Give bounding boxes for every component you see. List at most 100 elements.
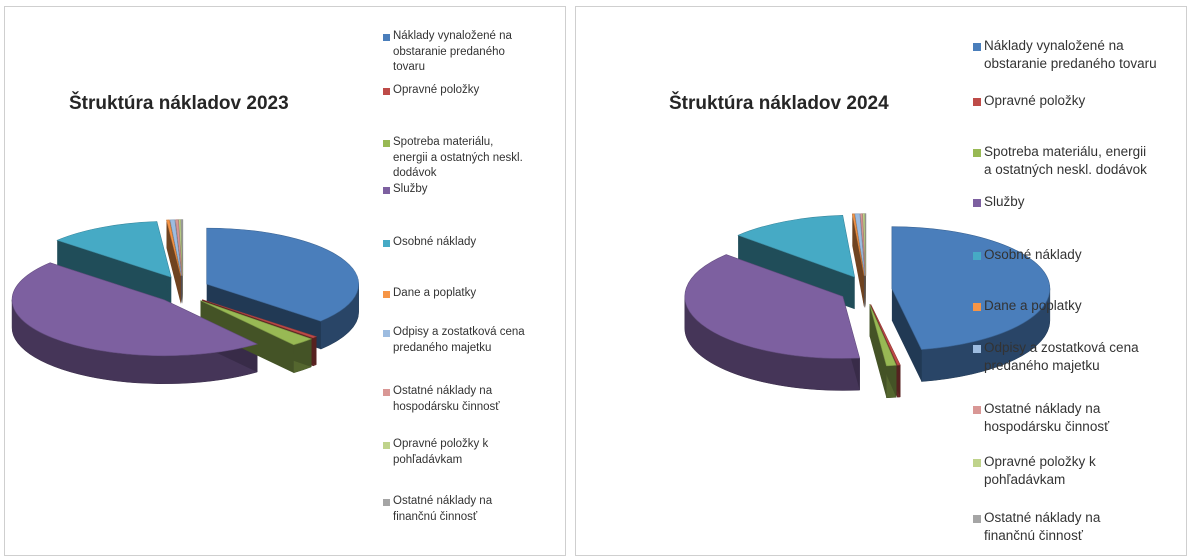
legend-label-line: Spotreba materiálu, energii — [984, 144, 1147, 159]
legend-swatch — [383, 442, 390, 449]
legend-label: Odpisy a zostatková cena predaného majetk… — [984, 339, 1139, 375]
legend-item: Ostatné náklady na finančnú činnosť — [383, 494, 492, 525]
pie-slice-side — [57, 240, 172, 306]
pie-chart-2023 — [11, 219, 359, 385]
legend-label-line: Osobné náklady — [393, 236, 477, 248]
pie-slice-7 — [175, 219, 183, 276]
legend-label: Opravné položky k pohľadávkam — [984, 453, 1096, 489]
chart-panel-2023: Štruktúra nákladov 2023 Náklady vynalože… — [4, 6, 566, 556]
legend-label: Dane a poplatky — [984, 297, 1082, 315]
legend-label-line: pohľadávkam — [393, 453, 463, 466]
legend-label: Ostatné náklady na finančnú činnosť — [393, 494, 492, 525]
legend-label-line: obstaranie predaného tovaru — [984, 56, 1157, 72]
legend-label-line: finančnú činnosť — [984, 528, 1083, 544]
legend-swatch — [383, 389, 390, 396]
legend-label-line: a ostatných neskl. dodávok — [984, 162, 1147, 178]
legend-item: Dane a poplatky — [973, 297, 1082, 315]
legend-swatch — [973, 252, 981, 260]
legend-label-line: Ostatné náklady na — [984, 401, 1101, 416]
legend-label-line: finančnú činnosť — [393, 510, 478, 523]
pie-slice-0 — [206, 227, 359, 322]
pie-slice-9 — [180, 219, 184, 276]
legend-label: Náklady vynaložené na obstaranie predanéh… — [393, 29, 512, 76]
legend-label-line: Náklady vynaložené na — [393, 30, 512, 42]
legend-swatch — [383, 330, 390, 337]
legend-item: Odpisy a zostatková cena predaného majetk… — [383, 325, 525, 356]
pie-slice-0 — [891, 226, 1051, 350]
legend-label-line: predaného majetku — [984, 358, 1100, 374]
pie-slice-1 — [870, 303, 901, 366]
legend-item: Odpisy a zostatková cena predaného majetk… — [973, 339, 1139, 375]
legend-swatch — [383, 291, 390, 298]
legend-label-line: Opravné položky — [984, 93, 1086, 108]
legend-item: Osobné náklady — [383, 235, 476, 251]
pie-tops — [684, 213, 1051, 367]
legend-swatch — [383, 240, 390, 247]
legend-swatch — [383, 499, 390, 506]
legend-label-line: tovaru — [393, 61, 425, 74]
legend-item: Opravné položky k pohľadávkam — [973, 453, 1096, 489]
legend-swatch — [973, 459, 981, 467]
legend-label: Ostatné náklady na hospodársku činnosť — [984, 400, 1109, 436]
legend-label-line: Osobné náklady — [984, 247, 1082, 262]
legend-label-line: Spotreba materiálu, — [393, 136, 494, 148]
pie-slice-side — [891, 288, 922, 382]
legend-swatch — [973, 406, 981, 414]
legend-swatch — [973, 149, 981, 157]
pie-tops — [11, 219, 359, 357]
legend-label-line: Dane a poplatky — [984, 298, 1082, 313]
legend-label: Služby — [393, 182, 428, 198]
pie-slice-6 — [169, 219, 182, 276]
legend-item: Opravné položky — [973, 92, 1085, 110]
legend-item: Ostatné náklady na finančnú činnosť — [973, 509, 1100, 545]
chart-title: Štruktúra nákladov 2023 — [69, 93, 289, 114]
legend-label: Opravné položky — [393, 83, 479, 99]
legend-item: Služby — [973, 193, 1025, 211]
pie-slice-6 — [854, 213, 866, 276]
pie-slice-2 — [869, 304, 897, 367]
legend-item: Opravné položky k pohľadávkam — [383, 437, 488, 468]
pie-slice-1 — [202, 299, 318, 339]
legend-label-line: hospodársku činnosť — [393, 400, 500, 413]
pie-slice-2 — [200, 300, 313, 346]
chart-title: Štruktúra nákladov 2024 — [669, 93, 889, 114]
pie-slice-8 — [178, 219, 183, 276]
legend-item: Ostatné náklady na hospodársku činnosť — [383, 384, 500, 415]
pie-slice-side — [869, 304, 887, 398]
legend-swatch — [973, 303, 981, 311]
pie-slice-8 — [862, 213, 866, 276]
legend-label: Ostatné náklady na finančnú činnosť — [984, 509, 1100, 545]
legend-label-line: Ostatné náklady na — [984, 510, 1101, 525]
pie-slice-5 — [166, 219, 182, 276]
legend-label: Osobné náklady — [393, 235, 476, 251]
legend-label-line: Ostatné náklady na — [393, 385, 493, 397]
pie-slice-4 — [737, 215, 856, 278]
pie-slice-side — [200, 300, 294, 373]
legend-swatch — [383, 88, 390, 95]
legend-label: Spotreba materiálu, energii a ostatných n… — [984, 143, 1147, 179]
legend-label-line: Odpisy a zostatková cena — [984, 340, 1139, 355]
legend-label: Odpisy a zostatková cena predaného majetk… — [393, 325, 525, 356]
legend-swatch — [383, 34, 390, 41]
pie-slice-7 — [860, 213, 866, 276]
legend-label-line: Opravné položky k — [393, 438, 489, 450]
legend-item: Osobné náklady — [973, 246, 1082, 264]
legend-label-line: hospodársku činnosť — [984, 419, 1110, 435]
legend-label-line: Služby — [984, 194, 1025, 209]
legend-item: Opravné položky — [383, 83, 479, 99]
legend-item: Ostatné náklady na hospodársku činnosť — [973, 400, 1109, 436]
legend-item: Dane a poplatky — [383, 286, 476, 302]
legend-label-line: dodávok — [393, 167, 437, 180]
legend-label: Opravné položky k pohľadávkam — [393, 437, 488, 468]
legend-label-line: obstaranie predaného — [393, 45, 505, 58]
legend-label: Ostatné náklady na hospodársku činnosť — [393, 384, 500, 415]
legend-label-line: Opravné položky — [393, 84, 480, 96]
legend-label: Spotreba materiálu, energii a ostatných n… — [393, 135, 523, 182]
legend-label: Náklady vynaložené na obstaranie predanéh… — [984, 37, 1157, 73]
legend-item: Náklady vynaložené na obstaranie predanéh… — [383, 29, 512, 76]
legend-label-line: predaného majetku — [393, 341, 492, 354]
legend-swatch — [383, 140, 390, 147]
pie-slice-3 — [684, 254, 861, 359]
legend-swatch — [973, 515, 981, 523]
legend-item: Náklady vynaložené na obstaranie predanéh… — [973, 37, 1157, 73]
